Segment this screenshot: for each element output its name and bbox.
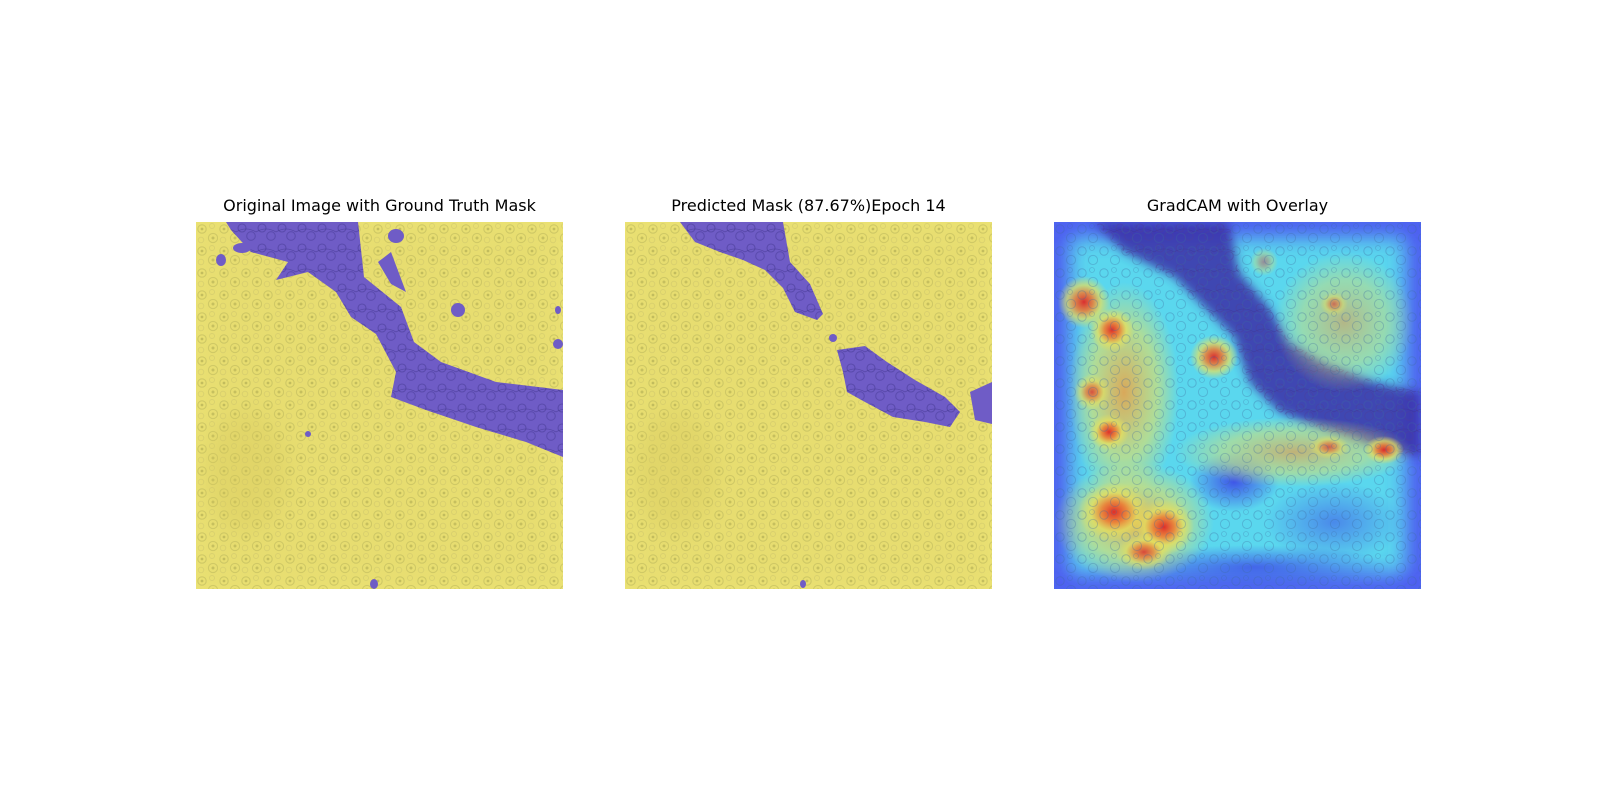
panel-2-title: Predicted Mask (87.67%)Epoch 14 [671, 196, 946, 215]
predicted-mask-image [625, 222, 992, 589]
ground-truth-image [196, 222, 563, 589]
panel-3-title: GradCAM with Overlay [1146, 196, 1329, 215]
panel-1-title: Original Image with Ground Truth Mask [223, 196, 536, 215]
gradcam-overlay-image [1054, 222, 1421, 589]
